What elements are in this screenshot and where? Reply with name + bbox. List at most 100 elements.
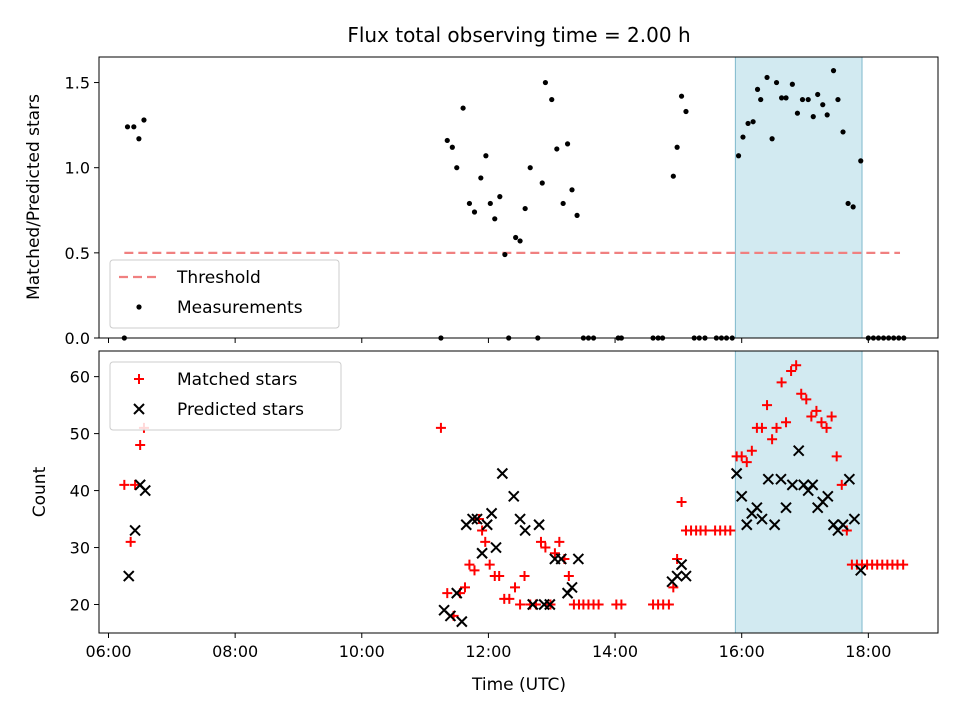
data-point	[780, 501, 792, 514]
data-point	[791, 360, 802, 371]
data-point	[459, 582, 470, 593]
data-point	[672, 553, 683, 564]
data-point	[477, 525, 488, 536]
x-tick-label: 08:00	[212, 642, 258, 661]
data-point	[837, 519, 849, 531]
data-point	[456, 615, 468, 628]
data-point	[519, 571, 530, 582]
data-point	[480, 536, 491, 547]
data-point	[484, 559, 495, 570]
data-point	[811, 405, 822, 416]
data-point	[858, 158, 864, 164]
data-point	[533, 519, 545, 531]
data-point	[776, 377, 787, 388]
data-point	[789, 81, 795, 87]
data-point	[898, 559, 909, 570]
data-point	[572, 553, 585, 565]
data-point	[136, 136, 142, 142]
data-point	[527, 165, 533, 171]
data-point	[492, 216, 498, 222]
y-tick-label: 0.0	[65, 329, 90, 348]
data-point	[822, 490, 834, 502]
data-point	[801, 394, 812, 405]
data-point	[768, 519, 781, 531]
data-point	[735, 490, 748, 502]
data-point	[778, 95, 785, 101]
data-point	[444, 610, 457, 622]
legend-box	[109, 361, 342, 431]
y-tick-label: 30	[70, 539, 90, 558]
bottom-y-axis-label: Count	[30, 466, 50, 517]
data-point	[670, 173, 676, 179]
y-tick-label: 50	[70, 425, 90, 444]
data-point	[539, 180, 545, 186]
data-point	[542, 79, 549, 86]
data-point	[680, 570, 692, 582]
data-point	[449, 144, 455, 150]
data-point	[821, 422, 832, 433]
ratio-panel: 0.0 0.5 1.0 1.5 Threshold Measurements	[65, 56, 939, 348]
legend-label: Matched stars	[177, 370, 297, 390]
data-point	[678, 93, 685, 99]
data-point	[840, 129, 846, 135]
data-point	[451, 587, 463, 599]
data-point	[135, 440, 146, 450]
legend: Matched stars Predicted stars	[109, 361, 342, 431]
data-point	[786, 365, 797, 376]
legend-box	[109, 259, 340, 329]
data-point	[549, 548, 560, 559]
y-tick-label: 40	[70, 482, 90, 501]
legend-label: Predicted stars	[177, 400, 304, 420]
count-panel: 06:00 08:00 10:00 12:00 14:00 16:00 18:00 20 30 4…	[70, 350, 939, 661]
data-point	[466, 200, 473, 207]
data-point	[464, 559, 475, 570]
data-point	[141, 117, 147, 123]
data-point	[754, 86, 761, 92]
data-point	[502, 251, 508, 258]
data-point	[762, 400, 773, 411]
data-point	[741, 457, 752, 468]
x-tick-label: 16:00	[719, 642, 765, 661]
data-point	[855, 564, 867, 577]
x-tick-label: 10:00	[339, 642, 385, 661]
legend-marker	[133, 403, 145, 415]
data-point	[799, 96, 806, 103]
data-point	[725, 525, 736, 536]
data-point	[845, 200, 851, 207]
data-point	[671, 570, 683, 582]
data-point	[519, 524, 531, 537]
data-point	[574, 212, 580, 218]
data-point	[783, 95, 789, 101]
data-point	[513, 234, 519, 241]
legend-marker	[136, 304, 142, 310]
data-point	[555, 553, 567, 565]
data-point	[469, 565, 480, 576]
data-point	[835, 96, 841, 103]
data-point	[490, 541, 502, 554]
data-point	[751, 501, 763, 514]
data-point	[806, 479, 819, 491]
data-point	[826, 411, 837, 422]
y-tick-label: 1.0	[65, 159, 90, 178]
data-point	[517, 238, 523, 244]
data-point	[510, 582, 521, 593]
data-point	[435, 422, 446, 433]
data-point	[740, 134, 746, 140]
data-point	[730, 467, 743, 480]
data-point	[820, 102, 826, 108]
legend-marker	[134, 374, 144, 384]
data-point	[810, 114, 816, 120]
data-point	[560, 200, 566, 207]
data-point	[444, 137, 450, 144]
data-point	[481, 519, 493, 531]
data-point	[683, 108, 689, 115]
data-point	[593, 599, 604, 610]
data-point	[487, 200, 493, 207]
data-point	[841, 525, 852, 536]
data-point	[123, 570, 135, 582]
legend-label: Threshold	[176, 268, 261, 288]
data-point	[494, 571, 505, 582]
data-point	[741, 519, 753, 531]
data-point	[522, 205, 528, 212]
data-point	[836, 479, 847, 490]
